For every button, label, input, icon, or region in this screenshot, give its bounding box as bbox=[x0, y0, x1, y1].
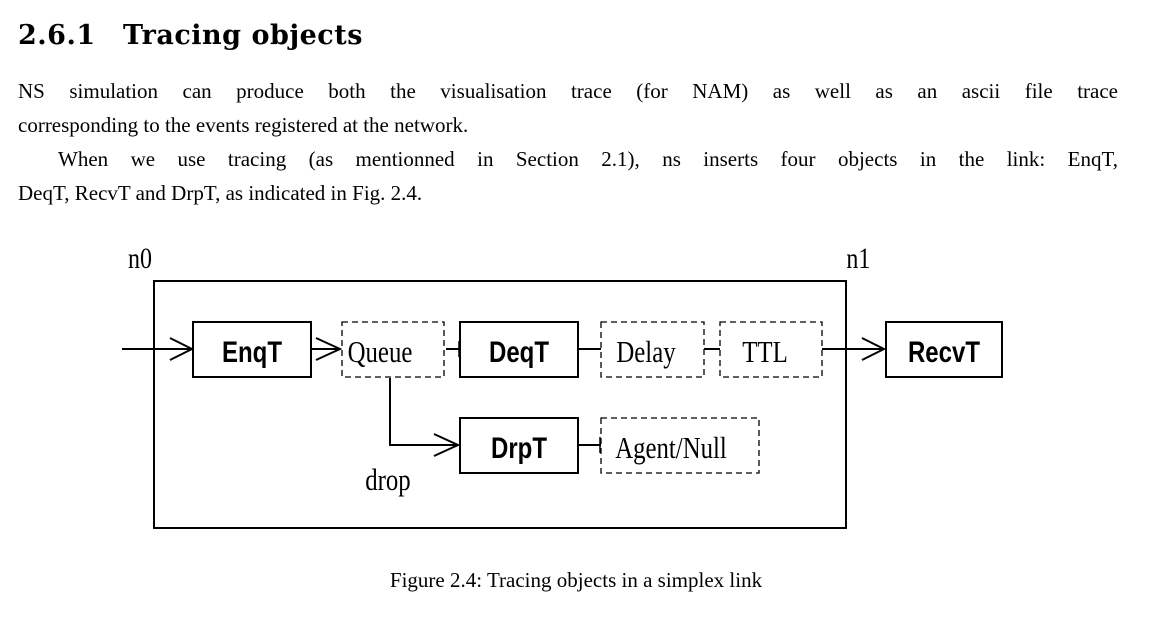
paragraph-1: NS simulation can produce both the visua… bbox=[18, 74, 1118, 142]
ttl-recvt-arrow-head bbox=[861, 337, 887, 361]
paragraph-1-line-1: NS simulation can produce both the visua… bbox=[18, 79, 1118, 103]
deqt-box bbox=[459, 321, 579, 378]
drop-arrow-head bbox=[433, 433, 461, 457]
queue-label: Queue bbox=[348, 335, 413, 369]
agent-null-label: Agent/Null bbox=[615, 431, 727, 465]
section-heading: 2.6.1 Tracing objects bbox=[18, 20, 363, 51]
drpt-box bbox=[459, 417, 579, 474]
enqt-box bbox=[192, 321, 312, 378]
recvt-label: RecvT bbox=[908, 334, 980, 368]
paragraph-2-line-2: DeqT, RecvT and DrpT, as indicated in Fi… bbox=[18, 181, 423, 205]
queue-box bbox=[341, 321, 445, 378]
drop-path-line bbox=[389, 378, 456, 446]
section-number: 2.6.1 bbox=[18, 20, 96, 51]
drop-label: drop bbox=[365, 463, 410, 497]
delay-box bbox=[600, 321, 705, 378]
node-n0-label: n0 bbox=[128, 241, 152, 274]
simplex-link-box bbox=[153, 280, 847, 529]
paragraph-2-line-1: When we use tracing (as mentionned in Se… bbox=[58, 147, 1118, 171]
agent-null-box bbox=[600, 417, 760, 474]
enqt-label: EnqT bbox=[222, 334, 282, 368]
paragraph-1-line-2: corresponding to the events registered a… bbox=[18, 113, 469, 137]
node-n1-label: n1 bbox=[846, 241, 870, 274]
figure-caption: Figure 2.4: Tracing objects in a simplex… bbox=[389, 568, 763, 592]
paragraph-2: When we use tracing (as mentionned in Se… bbox=[18, 142, 1118, 210]
drpt-label: DrpT bbox=[491, 430, 547, 464]
enqt-queue-arrow-head bbox=[315, 337, 343, 361]
section-title: Tracing objects bbox=[123, 20, 363, 51]
deqt-label: DeqT bbox=[489, 334, 549, 368]
ttl-label: TTL bbox=[742, 335, 787, 369]
ttl-box bbox=[719, 321, 823, 378]
recvt-box bbox=[885, 321, 1003, 378]
delay-label: Delay bbox=[616, 335, 675, 369]
